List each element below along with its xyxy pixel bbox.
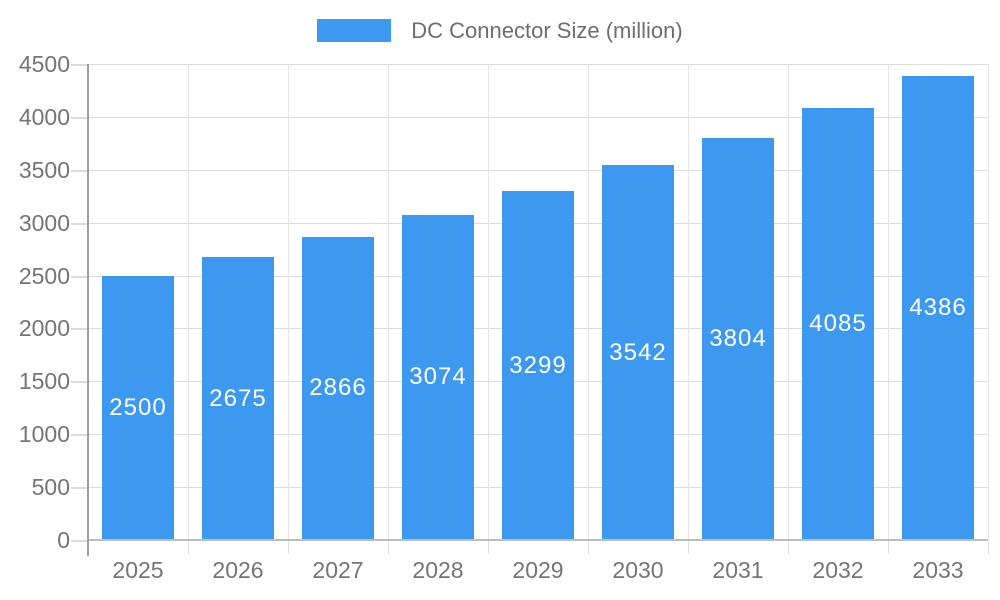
x-axis-label: 2029 <box>512 557 564 583</box>
x-gridline <box>388 64 389 540</box>
x-gridline <box>488 64 489 540</box>
y-axis-line <box>87 64 89 556</box>
bar-value-label: 3542 <box>609 338 667 366</box>
x-tick <box>688 541 689 554</box>
x-gridline <box>888 64 889 540</box>
plot-area: 2500 2675 2866 3074 3299 3542 3804 4085 4386 <box>71 64 989 556</box>
bar-2031[interactable]: 3804 <box>702 137 774 540</box>
x-gridline <box>288 64 289 540</box>
bar-value-label: 3299 <box>509 351 567 379</box>
x-axis-line <box>88 539 988 541</box>
x-gridline <box>988 64 989 540</box>
x-axis-label: 2025 <box>112 557 164 583</box>
bar-value-label: 3804 <box>709 324 767 352</box>
x-tick <box>788 541 789 554</box>
x-gridline <box>188 64 189 540</box>
bar-2029[interactable]: 3299 <box>502 191 574 540</box>
y-axis-label: 1000 <box>18 421 70 448</box>
x-axis-label: 2030 <box>612 557 664 583</box>
legend: DC Connector Size (million) <box>0 17 1000 43</box>
x-tick <box>988 541 989 554</box>
x-axis-label: 2031 <box>712 557 764 583</box>
y-gridline <box>88 116 988 118</box>
bar-value-label: 2866 <box>309 374 367 402</box>
bar-2032[interactable]: 4085 <box>802 107 874 540</box>
bar-2033[interactable]: 4386 <box>902 76 974 540</box>
y-axis-label: 2000 <box>18 315 70 342</box>
y-axis-label: 2500 <box>18 262 70 289</box>
bar-2028[interactable]: 3074 <box>402 214 474 540</box>
bar-value-label: 3074 <box>409 363 467 391</box>
bars-layer: 2500 2675 2866 3074 3299 3542 3804 4085 4386 <box>88 64 988 540</box>
legend-swatch[interactable] <box>317 19 392 42</box>
y-gridline <box>88 169 988 171</box>
bar-value-label: 4386 <box>909 294 967 322</box>
y-tick <box>71 169 87 172</box>
bar-2025[interactable]: 2500 <box>102 275 174 540</box>
x-tick <box>288 541 289 554</box>
x-tick <box>488 541 489 554</box>
y-tick <box>71 487 87 490</box>
y-tick <box>71 540 87 542</box>
x-axis-label: 2027 <box>312 557 364 583</box>
y-axis-label: 1500 <box>18 368 70 395</box>
x-tick <box>888 541 889 554</box>
bar-value-label: 4085 <box>809 309 867 337</box>
y-axis-label: 4000 <box>18 103 70 130</box>
x-axis-label: 2028 <box>412 557 464 583</box>
y-tick <box>71 434 87 437</box>
y-tick <box>71 116 87 119</box>
y-tick <box>71 64 87 66</box>
x-tick <box>188 541 189 554</box>
y-tick <box>71 222 87 225</box>
y-axis-label: 500 <box>31 474 70 501</box>
x-axis-label: 2026 <box>212 557 264 583</box>
x-axis-label: 2033 <box>912 557 964 583</box>
y-axis-label: 4500 <box>18 51 70 77</box>
y-axis-label: 3000 <box>18 209 70 236</box>
y-tick <box>71 328 87 331</box>
x-gridline <box>688 64 689 540</box>
legend-label[interactable]: DC Connector Size (million) <box>411 17 683 43</box>
bar-value-label: 2500 <box>109 393 167 421</box>
x-gridline <box>788 64 789 540</box>
x-axis-label: 2032 <box>812 557 864 583</box>
x-gridline <box>588 64 589 540</box>
y-gridline <box>88 64 988 65</box>
bar-2027[interactable]: 2866 <box>302 236 374 540</box>
y-tick <box>71 381 87 384</box>
y-tick <box>71 275 87 278</box>
y-axis-label: 3500 <box>18 156 70 183</box>
x-tick <box>588 541 589 554</box>
bar-2026[interactable]: 2675 <box>202 257 274 540</box>
x-tick <box>388 541 389 554</box>
y-axis-label: 0 <box>57 527 70 553</box>
bar-value-label: 2675 <box>209 384 267 412</box>
bar-2030[interactable]: 3542 <box>602 165 674 540</box>
